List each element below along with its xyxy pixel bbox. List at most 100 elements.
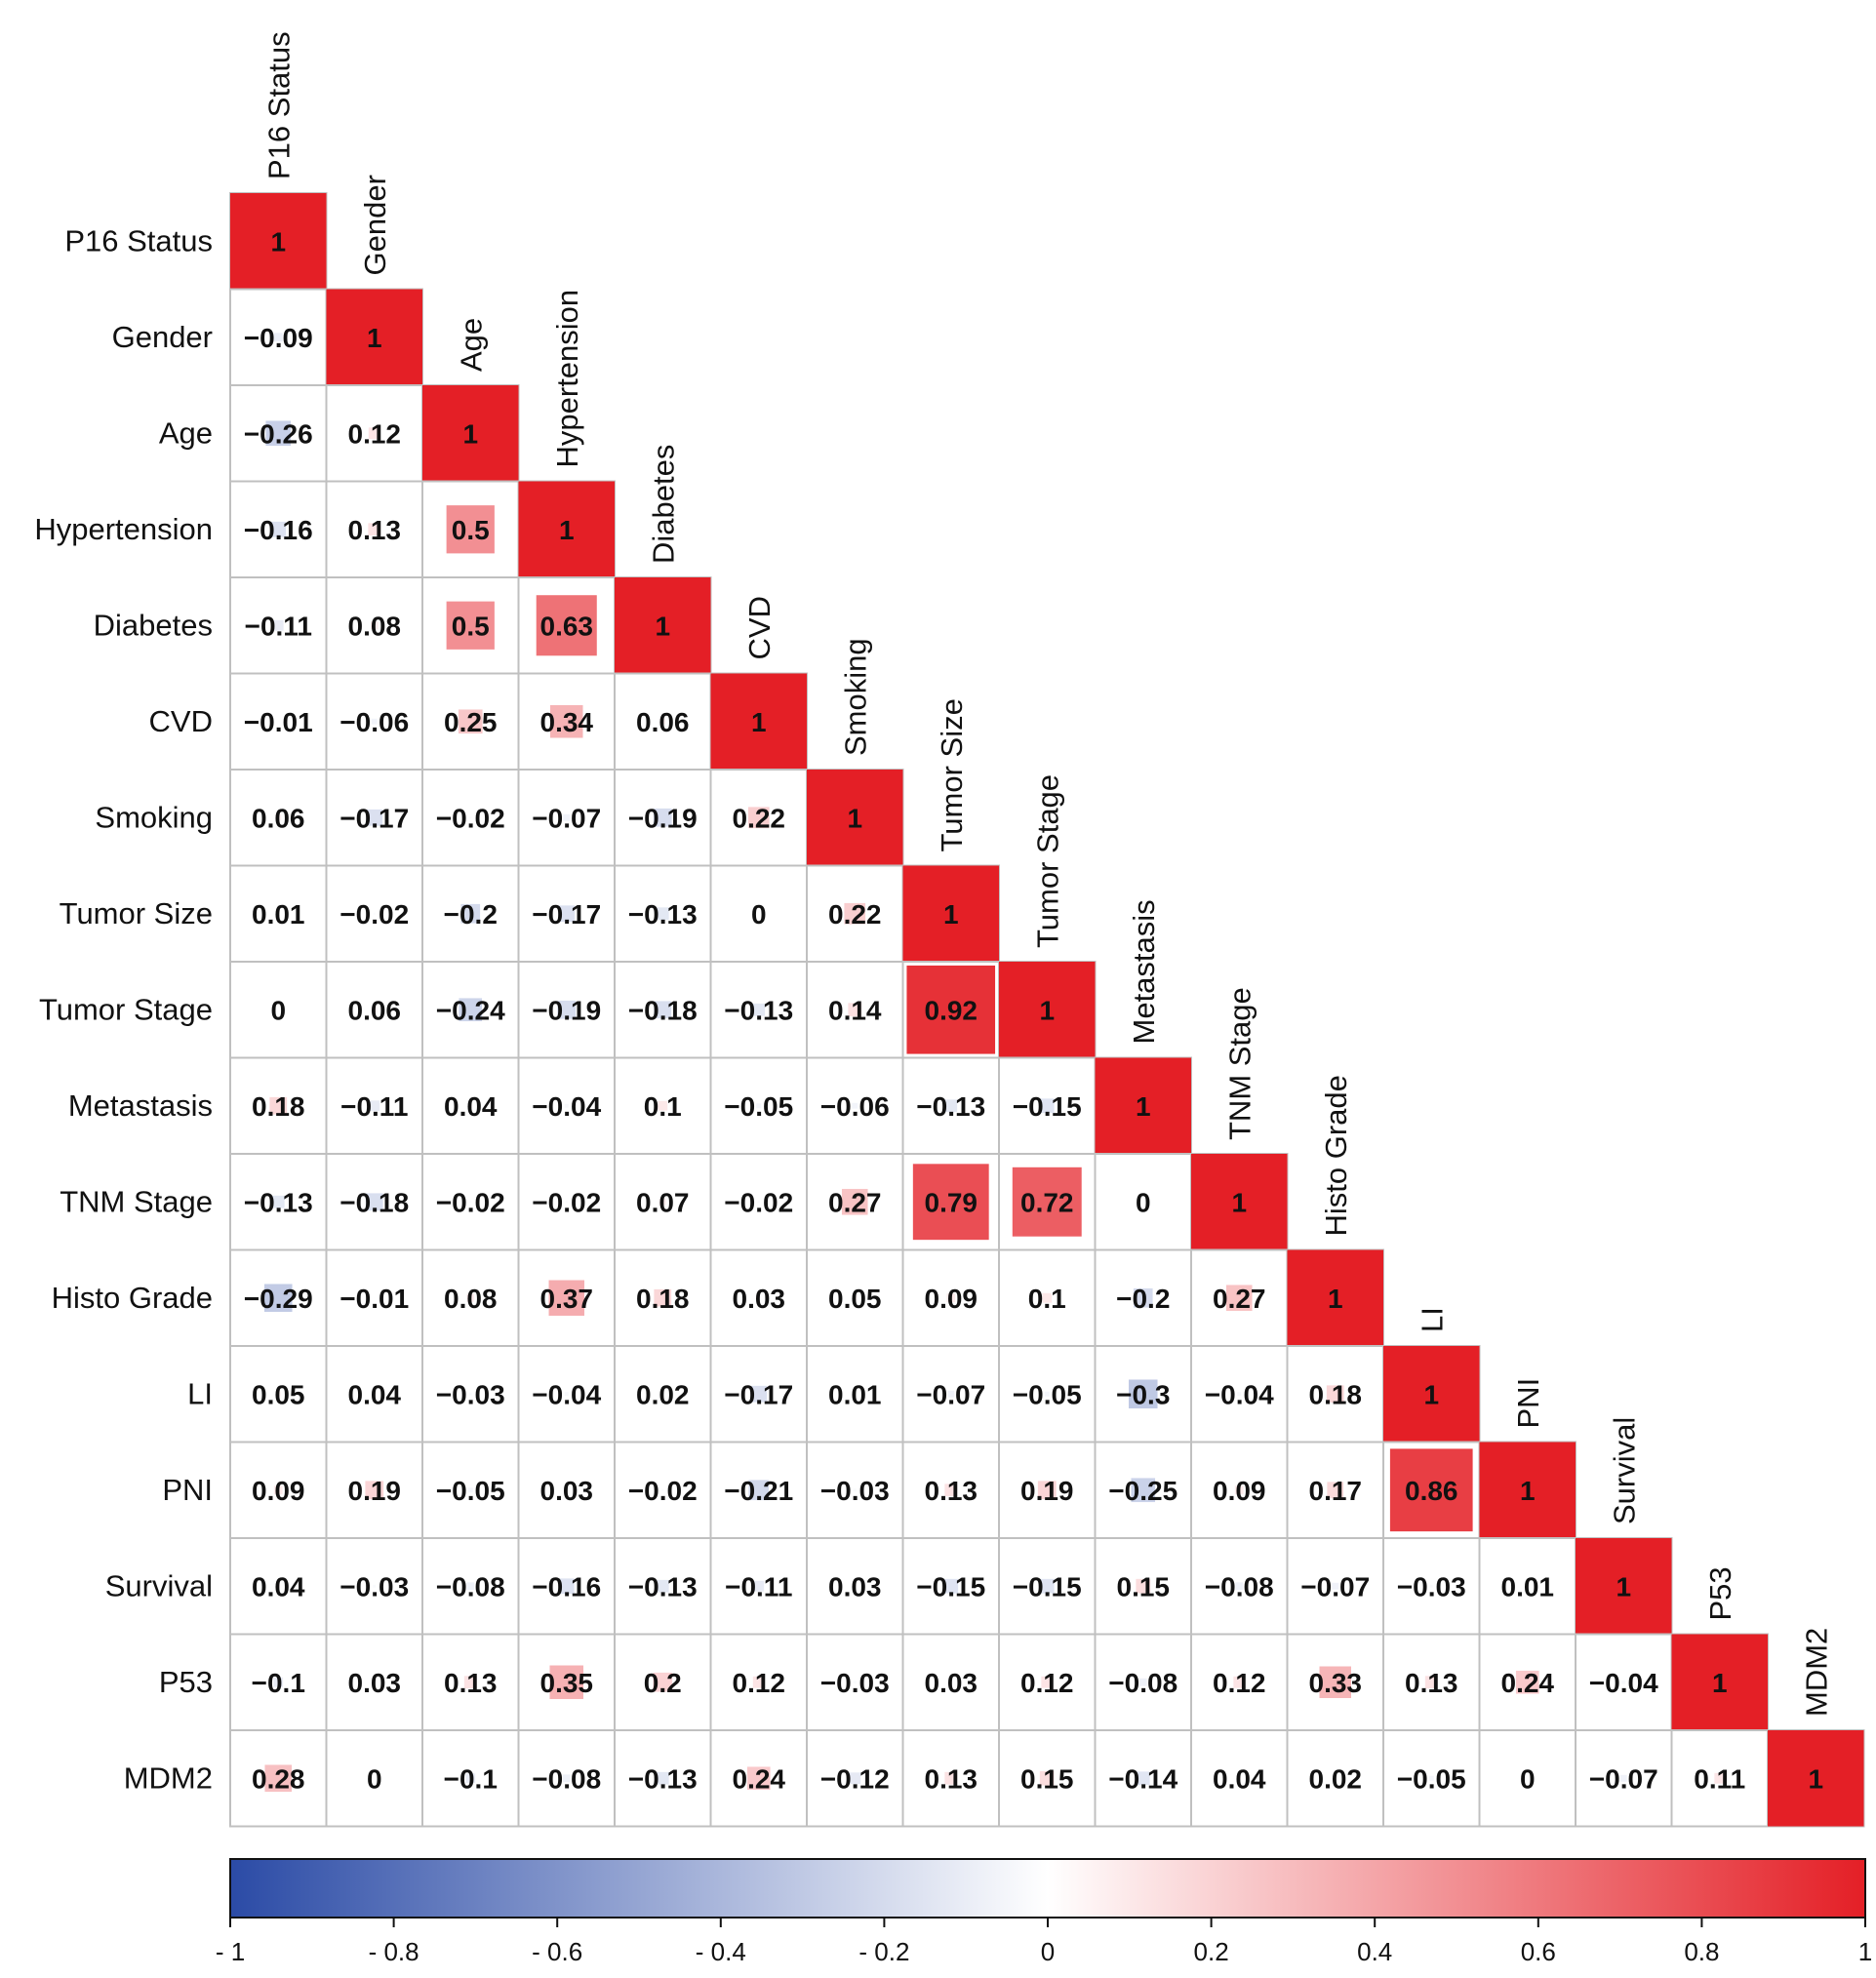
cell-value-label: −0.29 — [244, 1284, 313, 1314]
heatmap-cell-metastasis-metastasis: 1 — [1094, 1056, 1192, 1155]
row-label-p53: P53 — [159, 1665, 213, 1699]
cell-value-label: 0.27 — [828, 1187, 882, 1217]
cell-value-label: −0.04 — [532, 1379, 601, 1409]
cell-value-label: 0.01 — [1501, 1571, 1555, 1602]
heatmap-cell-survival-metastasis: 0.15 — [1094, 1537, 1192, 1636]
heatmap-cell-histo-grade-histo-grade: 1 — [1286, 1248, 1384, 1347]
cell-value-label: −0.06 — [820, 1091, 890, 1122]
cell-color-square — [658, 1100, 668, 1111]
cell-border — [709, 864, 808, 963]
cell-value-label: 0.35 — [540, 1668, 594, 1698]
cell-color-square — [270, 521, 287, 537]
cell-value-label: −0.01 — [339, 1284, 409, 1314]
cell-color-square — [273, 1677, 284, 1687]
heatmap-cell-age-gender: 0.12 — [325, 384, 423, 483]
cell-value-label: −0.08 — [1108, 1668, 1177, 1698]
cell-value-label: −0.11 — [725, 1571, 792, 1602]
cell-value-label: 0.03 — [348, 1668, 402, 1698]
cell-color-square — [468, 1392, 472, 1396]
cell-color-square — [373, 912, 376, 915]
heatmap-cell-histo-grade-tnm-stage: 0.27 — [1190, 1248, 1289, 1347]
heatmap-cell-survival-tnm-stage: −0.08 — [1190, 1537, 1289, 1636]
heatmap-cell-tnm-stage-cvd: −0.02 — [709, 1153, 808, 1251]
heatmap-cell-histo-grade-metastasis: −0.2 — [1094, 1248, 1192, 1347]
cell-color-square — [656, 1579, 669, 1593]
column-label-diabetes: Diabetes — [646, 445, 680, 564]
cell-color-square — [807, 770, 903, 866]
heatmap-cell-tnm-stage-gender: −0.18 — [325, 1153, 423, 1251]
heatmap-grid: 1−0.09 1−0.26 0.12 1−0.16 0.13 0.5 1−0.11 0.08 0… — [229, 192, 1865, 1828]
cell-color-square — [1136, 1578, 1151, 1594]
cell-color-square — [269, 1096, 288, 1115]
cell-value-label: 0.19 — [348, 1476, 402, 1506]
heatmap-cell-li-metastasis: −0.3 — [1094, 1345, 1192, 1444]
cell-color-square — [1039, 1578, 1055, 1594]
cell-color-square — [747, 807, 770, 829]
cell-value-label: 0.18 — [636, 1284, 690, 1314]
colorbar-tick-label: 0 — [1041, 1937, 1055, 1966]
cell-value-label: −0.12 — [820, 1763, 890, 1794]
cell-value-label: 0.12 — [1020, 1668, 1074, 1698]
cell-value-label: −0.18 — [628, 995, 698, 1025]
cell-value-label: −0.11 — [340, 1091, 408, 1122]
cell-color-square — [422, 385, 519, 482]
cell-value-label: −0.19 — [532, 995, 601, 1025]
row-label-smoking: Smoking — [95, 800, 213, 834]
heatmap-cell-p53-age: 0.13 — [421, 1633, 520, 1731]
cell-color-square — [1334, 1777, 1337, 1780]
heatmap-cell-pni-tumor-stage: 0.19 — [998, 1441, 1097, 1539]
cell-color-square — [844, 902, 866, 925]
cell-value-label: −0.15 — [1013, 1091, 1082, 1122]
cell-color-square — [1768, 1730, 1864, 1827]
cell-value-label: 1 — [367, 323, 382, 353]
cell-color-square — [565, 1488, 569, 1492]
cell-color-square — [1234, 1485, 1244, 1495]
heatmap-cell-survival-histo-grade: −0.07 — [1286, 1537, 1384, 1636]
cell-color-square — [756, 1103, 762, 1109]
column-label-tumor-stage: Tumor Stage — [1030, 774, 1064, 948]
heatmap-cell-metastasis-smoking: −0.06 — [806, 1056, 904, 1155]
heatmap-cell-p53-pni: 0.24 — [1478, 1633, 1577, 1731]
cell-color-square — [1326, 1385, 1344, 1404]
cell-color-square — [1044, 1391, 1050, 1397]
cell-color-square — [277, 913, 279, 915]
cell-color-square — [1235, 1582, 1244, 1591]
cell-color-square — [1319, 1666, 1352, 1699]
heatmap-cell-mdm2-hypertension: −0.08 — [517, 1729, 616, 1828]
cell-value-label: −0.3 — [1116, 1379, 1170, 1409]
cell-value-label: 0.02 — [636, 1379, 690, 1409]
cell-value-label: −0.2 — [1116, 1284, 1170, 1314]
heatmap-cell-tnm-stage-tnm-stage: 1 — [1190, 1153, 1289, 1251]
cell-value-label: −0.14 — [1108, 1763, 1177, 1794]
cell-value-label: 0.1 — [1028, 1284, 1066, 1314]
heatmap-cell-metastasis-tumor-stage: −0.15 — [998, 1056, 1097, 1155]
heatmap-cell-tumor-stage-smoking: 0.14 — [806, 961, 904, 1059]
cell-value-label: −0.02 — [724, 1187, 793, 1217]
cell-value-label: 1 — [1328, 1284, 1343, 1314]
heatmap-cell-tumor-size-p16-status: 0.01 — [229, 864, 328, 963]
cell-value-label: 0 — [367, 1763, 382, 1794]
column-label-pni: PNI — [1511, 1378, 1545, 1429]
cell-color-square — [565, 1201, 568, 1204]
cell-color-square — [371, 1007, 378, 1013]
cell-value-label: −0.13 — [628, 1763, 698, 1794]
cell-color-square — [536, 595, 597, 656]
cell-color-square — [944, 1771, 958, 1785]
column-label-tnm-stage: TNM Stage — [1222, 987, 1257, 1140]
column-label-li: LI — [1415, 1307, 1449, 1332]
heatmap-cell-age-p16-status: −0.26 — [229, 384, 328, 483]
cell-value-label: −0.08 — [436, 1571, 505, 1602]
heatmap-cell-li-cvd: −0.17 — [709, 1345, 808, 1444]
cell-color-square — [1191, 1154, 1288, 1250]
colorbar: - 1 - 0.8 - 0.6 - 0.4 - 0.2 0 0.2 0.4 0.6 0.8 1 — [216, 1858, 1872, 1966]
cell-color-square — [661, 1393, 664, 1396]
row-label-tumor-stage: Tumor Stage — [39, 992, 213, 1026]
cell-value-label: 0.24 — [733, 1763, 786, 1794]
cell-value-label: 0.18 — [1309, 1379, 1363, 1409]
cell-color-square — [230, 193, 327, 290]
column-label-p16-status: P16 Status — [261, 31, 296, 179]
row-label-age: Age — [159, 415, 213, 450]
heatmap-cell-p53-metastasis: −0.08 — [1094, 1633, 1192, 1731]
cell-value-label: 0.04 — [252, 1571, 305, 1602]
heatmap-cell-survival-cvd: −0.11 — [709, 1537, 808, 1636]
